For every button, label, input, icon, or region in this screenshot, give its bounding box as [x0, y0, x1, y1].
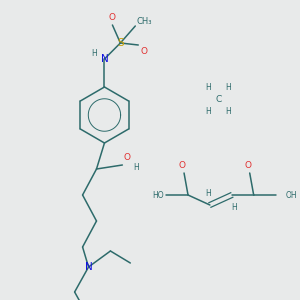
Text: H: H: [225, 83, 231, 92]
Text: O: O: [178, 160, 186, 169]
Text: H: H: [231, 202, 237, 211]
Text: O: O: [124, 152, 131, 161]
Text: CH₃: CH₃: [136, 16, 152, 26]
Text: H: H: [205, 188, 211, 197]
Text: HO: HO: [152, 190, 164, 200]
Text: N: N: [100, 54, 108, 64]
Text: H: H: [92, 49, 98, 58]
Text: C: C: [216, 95, 222, 104]
Text: N: N: [85, 262, 92, 272]
Text: H: H: [225, 107, 231, 116]
Text: O: O: [141, 47, 148, 56]
Text: H: H: [205, 107, 211, 116]
Text: H: H: [205, 83, 211, 92]
Text: O: O: [244, 160, 251, 169]
Text: S: S: [117, 38, 124, 48]
Text: O: O: [109, 14, 116, 22]
Text: H: H: [134, 163, 139, 172]
Text: OH: OH: [286, 190, 297, 200]
